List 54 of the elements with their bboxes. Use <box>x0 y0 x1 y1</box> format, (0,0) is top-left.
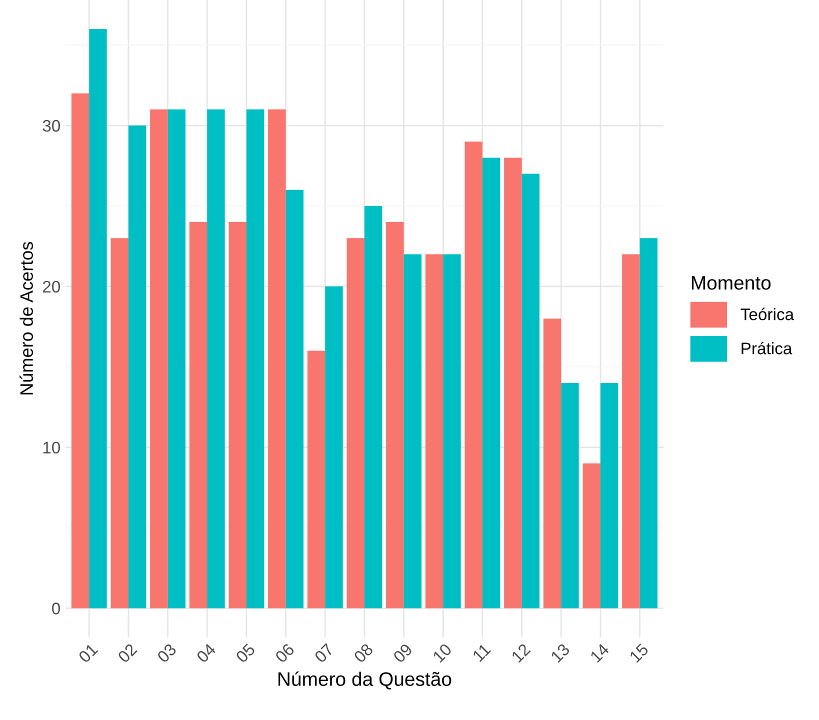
bar <box>128 126 146 608</box>
bar <box>346 238 364 608</box>
x-tick-label: 15 <box>629 642 650 663</box>
bar <box>425 254 444 608</box>
bar <box>443 254 461 608</box>
x-tick-label: 10 <box>432 642 452 663</box>
bar <box>110 238 128 608</box>
x-tick-label: 08 <box>353 642 374 664</box>
bar <box>307 350 326 608</box>
bar <box>386 222 404 608</box>
x-axis-title: Número da Questão <box>278 671 452 690</box>
bar <box>543 318 562 608</box>
y-tick-label: 10 <box>43 442 60 454</box>
bar <box>600 382 618 608</box>
bar <box>71 93 90 608</box>
legend-label: Prática <box>742 342 792 354</box>
x-tick-label: 12 <box>510 642 531 663</box>
bar <box>482 158 500 608</box>
y-axis-title: Número de Acertos <box>20 242 33 394</box>
bar <box>325 286 343 608</box>
y-tick-label: 20 <box>42 280 60 293</box>
x-tick-label: 14 <box>590 642 610 663</box>
bar <box>504 158 522 608</box>
legend-title: Momento <box>692 276 771 290</box>
x-tick-label: 06 <box>274 642 295 664</box>
y-tick-label: 0 <box>52 602 60 614</box>
bar <box>286 190 304 608</box>
bar <box>89 28 107 608</box>
x-tick-label: 02 <box>117 642 138 664</box>
bar <box>464 142 482 608</box>
bar <box>522 174 540 608</box>
bar <box>228 222 246 608</box>
bar <box>404 254 422 608</box>
x-tick-label: 03 <box>156 642 177 664</box>
bar <box>364 206 382 608</box>
bar <box>268 109 286 608</box>
bar <box>246 109 264 608</box>
x-tick-label: 05 <box>235 642 256 664</box>
bar <box>622 254 640 608</box>
bar <box>582 463 600 608</box>
bar <box>561 382 579 608</box>
y-tick-label: 30 <box>42 120 60 132</box>
bar <box>150 109 168 608</box>
bar <box>189 222 208 608</box>
x-tick-label: 11 <box>472 643 492 662</box>
bar <box>168 109 186 608</box>
x-tick-label: 09 <box>392 642 413 664</box>
bar <box>640 238 658 608</box>
x-tick-label: 07 <box>314 642 334 664</box>
x-tick-label: 13 <box>550 642 570 663</box>
x-tick-label: 01 <box>78 642 98 664</box>
legend-label: Teórica <box>740 308 794 320</box>
x-tick-label: 04 <box>196 642 216 664</box>
bar <box>207 109 225 608</box>
